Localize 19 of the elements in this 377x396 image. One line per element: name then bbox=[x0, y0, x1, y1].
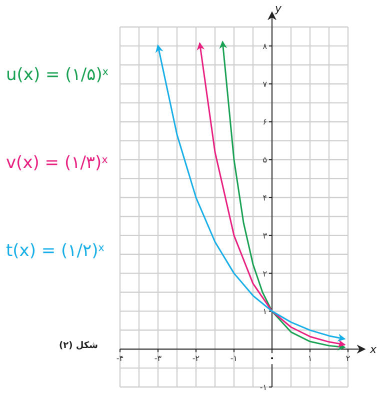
y-tick-label: ۵ bbox=[262, 156, 267, 165]
y-tick-label: ۲ bbox=[262, 269, 267, 278]
x-tick-label: ۰ bbox=[268, 353, 276, 364]
x-axis-title: x bbox=[369, 343, 377, 356]
text: شکل (۲) bbox=[59, 341, 98, 351]
y-tick-label: ۷ bbox=[262, 80, 268, 89]
y-tick-label: -۱ bbox=[260, 383, 267, 392]
y-tick-label: ۶ bbox=[262, 118, 267, 127]
x-tick-label: -۴ bbox=[116, 354, 124, 364]
y-tick-label: ۴ bbox=[262, 194, 267, 203]
x-tick-label: -۳ bbox=[154, 354, 162, 364]
x-tick-label: -۱ bbox=[230, 354, 238, 364]
y-tick-label: ۸ bbox=[262, 42, 268, 51]
x-tick-label: ۱ bbox=[308, 354, 312, 364]
y-tick-label: ۳ bbox=[262, 231, 268, 240]
y-tick-label: ۱ bbox=[262, 307, 267, 316]
y-axis-title: y bbox=[274, 2, 282, 15]
x-tick-label: -۲ bbox=[192, 354, 200, 364]
x-tick-label: ۲ bbox=[346, 354, 350, 364]
